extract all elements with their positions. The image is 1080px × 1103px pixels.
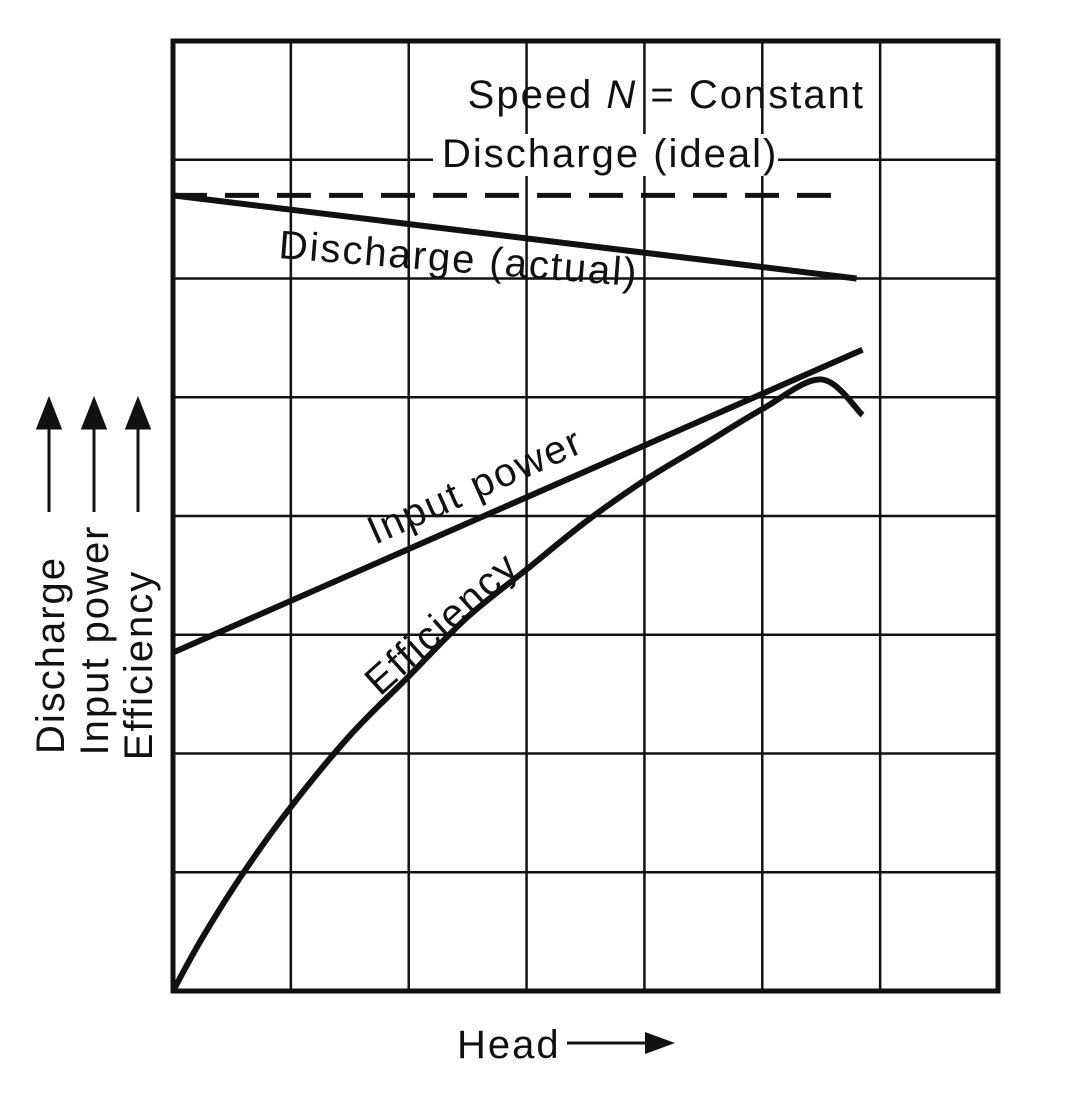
- y-axis-labels: Discharge Input power Efficiency: [29, 524, 161, 760]
- grid-lines: [173, 41, 998, 991]
- up-arrowhead-icon: [124, 395, 152, 430]
- right-arrowhead-icon: [645, 1032, 675, 1054]
- speed-annotation: Speed N = Constant: [468, 73, 865, 117]
- y-label-input-power: Input power: [73, 524, 117, 755]
- y-label-efficiency: Efficiency: [117, 570, 161, 760]
- up-arrowhead-icon: [35, 395, 63, 430]
- y-label-discharge: Discharge: [29, 556, 73, 754]
- y-axis-arrows: [35, 395, 152, 512]
- series-line-efficiency: [170, 376, 865, 993]
- speed-prefix: Speed: [468, 73, 607, 117]
- x-axis-label: Head: [457, 1023, 561, 1067]
- series-label-efficiency: Efficiency: [357, 544, 528, 704]
- speed-variable: N: [606, 73, 637, 117]
- series-line-input-power: [171, 347, 864, 656]
- series-label-discharge-actual: Discharge (actual): [277, 223, 640, 295]
- series-layer: [170, 192, 865, 993]
- series-label-discharge-ideal: Discharge (ideal): [442, 132, 778, 176]
- up-arrowhead-icon: [80, 395, 108, 430]
- series-line-discharge-actual: [172, 192, 857, 282]
- plot-frame: [170, 38, 1001, 994]
- speed-suffix: = Constant: [637, 73, 865, 117]
- x-axis-arrow: [567, 1032, 675, 1054]
- ideal-label-mask: [433, 134, 778, 176]
